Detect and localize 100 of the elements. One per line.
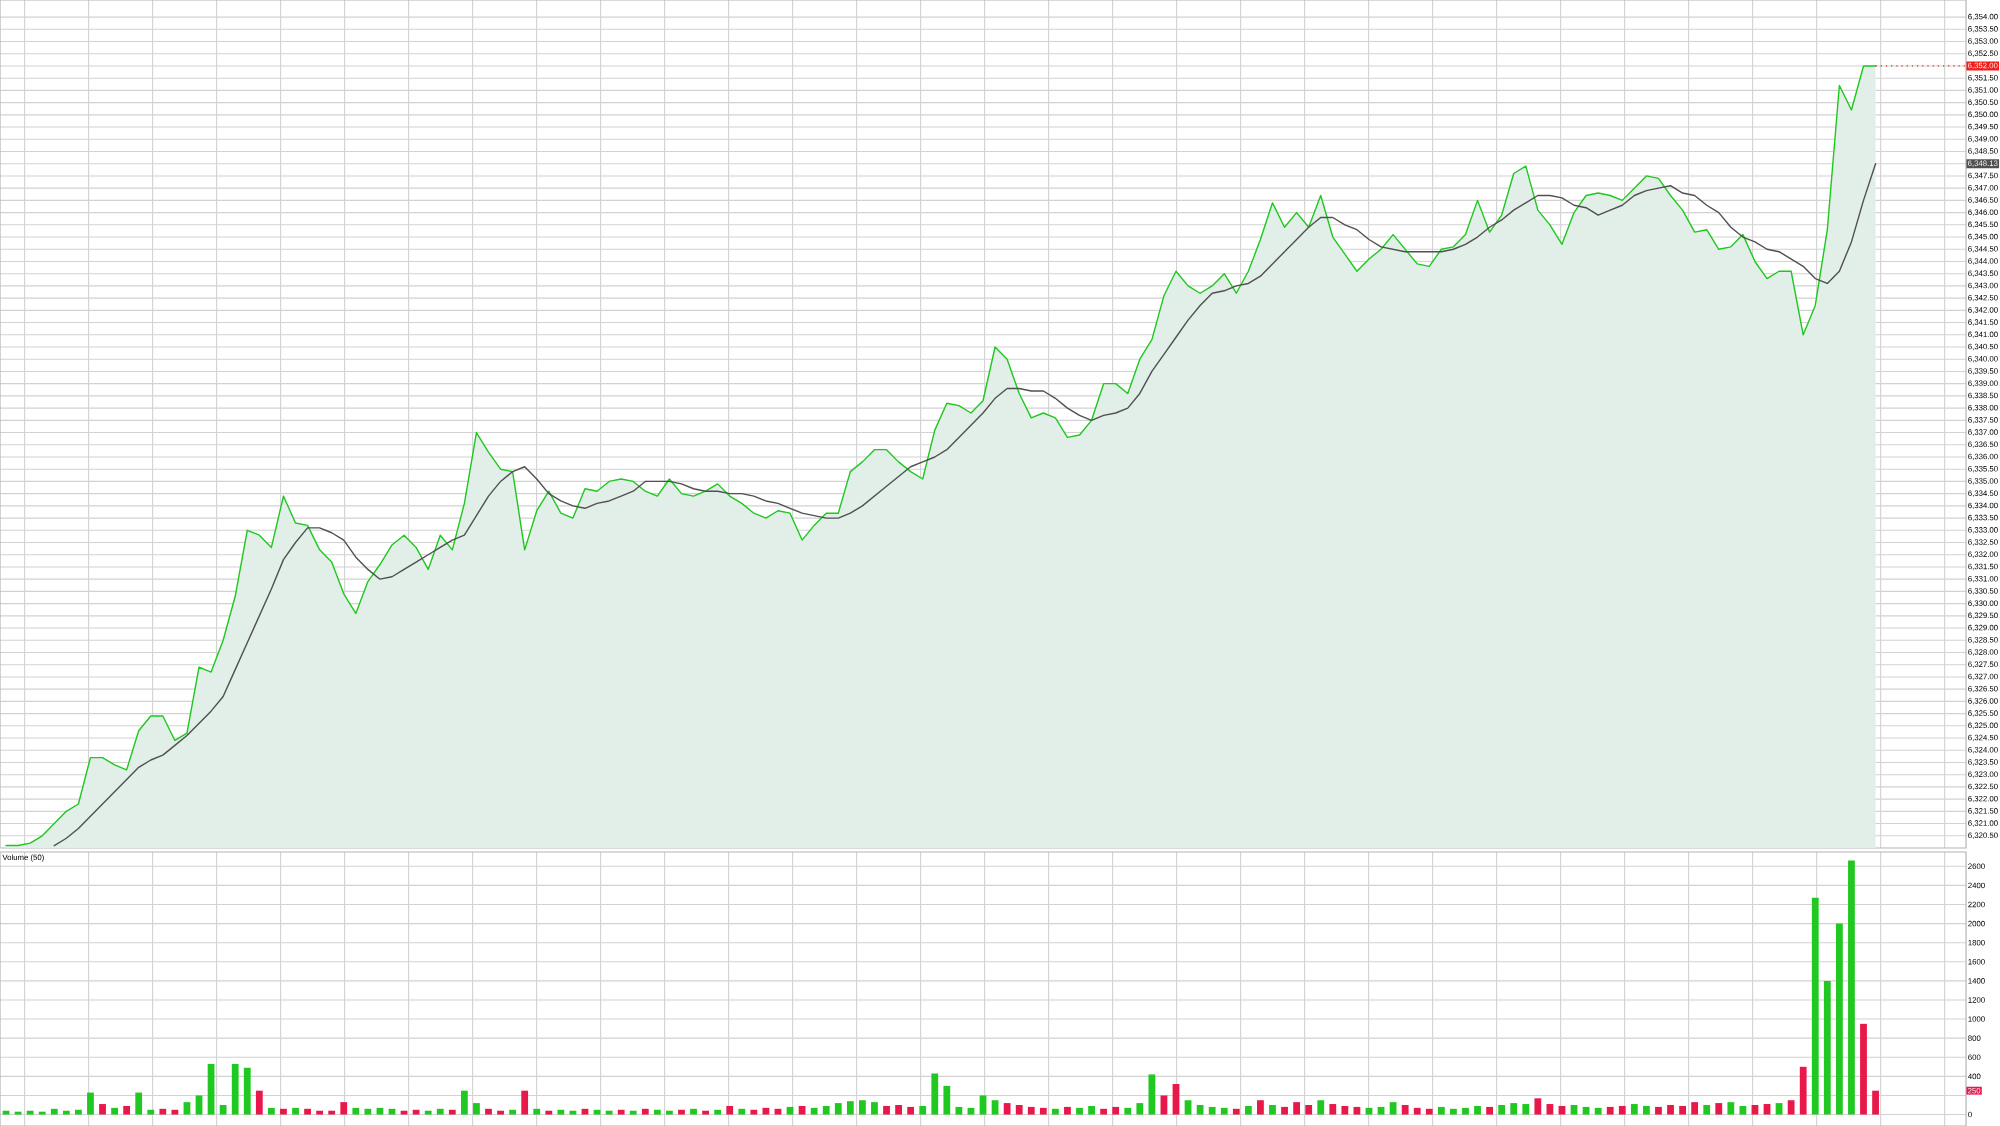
bar: [1389, 1102, 1397, 1115]
bar: [871, 1102, 878, 1115]
bar: [1208, 1106, 1216, 1115]
bar: [231, 1063, 239, 1115]
bar: [352, 1107, 360, 1115]
bar: [1136, 1103, 1144, 1115]
bar: [436, 1108, 444, 1115]
bar: [1462, 1107, 1469, 1115]
bar: [1076, 1107, 1083, 1115]
bar: [219, 1105, 227, 1115]
bar: [1751, 1105, 1759, 1115]
bar: [1642, 1105, 1650, 1115]
bar: [653, 1109, 661, 1115]
bar: [509, 1109, 517, 1115]
bar: [1329, 1104, 1337, 1115]
bar: [1281, 1106, 1288, 1115]
bar: [1618, 1105, 1626, 1115]
bar: [1027, 1106, 1035, 1115]
bar: [533, 1108, 541, 1115]
bar: [1606, 1106, 1614, 1115]
bar: [99, 1104, 106, 1115]
bar: [448, 1109, 456, 1115]
bar: [1679, 1105, 1686, 1115]
bar: [1244, 1105, 1252, 1115]
bar: [1715, 1103, 1723, 1115]
bar: [1691, 1102, 1699, 1115]
bar: [171, 1109, 179, 1115]
bar: [1437, 1106, 1445, 1115]
bar: [1377, 1106, 1385, 1115]
bar: [1799, 1066, 1807, 1115]
bar: [1775, 1103, 1783, 1115]
bar: [1305, 1105, 1313, 1115]
bar: [473, 1103, 480, 1115]
bar: [1582, 1106, 1590, 1115]
bar: [678, 1109, 685, 1115]
bar: [292, 1107, 299, 1115]
bar: [1450, 1108, 1457, 1115]
bar: [50, 1108, 58, 1115]
bar: [1148, 1074, 1156, 1115]
bar: [617, 1109, 625, 1115]
bar: [340, 1102, 348, 1115]
bar: [388, 1108, 396, 1115]
bar: [1425, 1108, 1433, 1115]
bar: [1293, 1102, 1301, 1115]
bar: [979, 1095, 987, 1115]
bar: [1039, 1107, 1047, 1115]
bar: [1510, 1103, 1518, 1115]
bar: [690, 1108, 697, 1115]
bar: [1124, 1107, 1132, 1115]
bar: [1703, 1105, 1711, 1115]
bar: [955, 1106, 963, 1115]
bar: [111, 1107, 118, 1115]
bar: [1413, 1107, 1421, 1115]
bar: [714, 1109, 722, 1115]
bar: [1823, 980, 1831, 1115]
bar: [255, 1090, 263, 1115]
bar: [1727, 1102, 1735, 1115]
bar: [75, 1109, 82, 1115]
bar: [1739, 1105, 1747, 1115]
bar: [1811, 897, 1819, 1115]
bar: [774, 1108, 782, 1115]
bar: [1269, 1105, 1276, 1115]
bar: [846, 1101, 854, 1115]
bar: [581, 1108, 589, 1115]
bar: [907, 1106, 915, 1115]
bar: [919, 1105, 927, 1115]
bar: [883, 1105, 890, 1115]
bar: [364, 1108, 372, 1115]
bar: [1486, 1106, 1493, 1115]
bar: [123, 1105, 131, 1115]
bar: [834, 1103, 842, 1115]
bar: [1558, 1105, 1566, 1115]
bar: [183, 1102, 191, 1115]
bar: [1872, 1090, 1879, 1115]
bar: [557, 1109, 565, 1115]
bar: [1474, 1105, 1481, 1115]
bar: [1498, 1105, 1506, 1115]
bar: [159, 1108, 167, 1115]
bar: [943, 1085, 951, 1115]
bar: [460, 1090, 468, 1115]
bar: [1667, 1105, 1674, 1115]
bar: [798, 1105, 806, 1115]
bar: [991, 1100, 999, 1115]
bar: [1594, 1107, 1602, 1115]
bar: [1100, 1108, 1108, 1115]
bar: [1257, 1100, 1264, 1115]
bar: [280, 1108, 287, 1115]
bar: [1630, 1104, 1638, 1115]
bar: [147, 1109, 155, 1115]
bar: [1317, 1100, 1325, 1115]
bar: [1546, 1104, 1554, 1115]
bar: [762, 1107, 770, 1115]
bar: [412, 1109, 420, 1115]
bar: [267, 1107, 275, 1115]
bar: [810, 1107, 818, 1115]
bar: [726, 1105, 734, 1115]
bar: [304, 1108, 311, 1115]
bar: [243, 1067, 251, 1115]
bar: [1160, 1095, 1168, 1115]
bar: [1196, 1105, 1204, 1115]
